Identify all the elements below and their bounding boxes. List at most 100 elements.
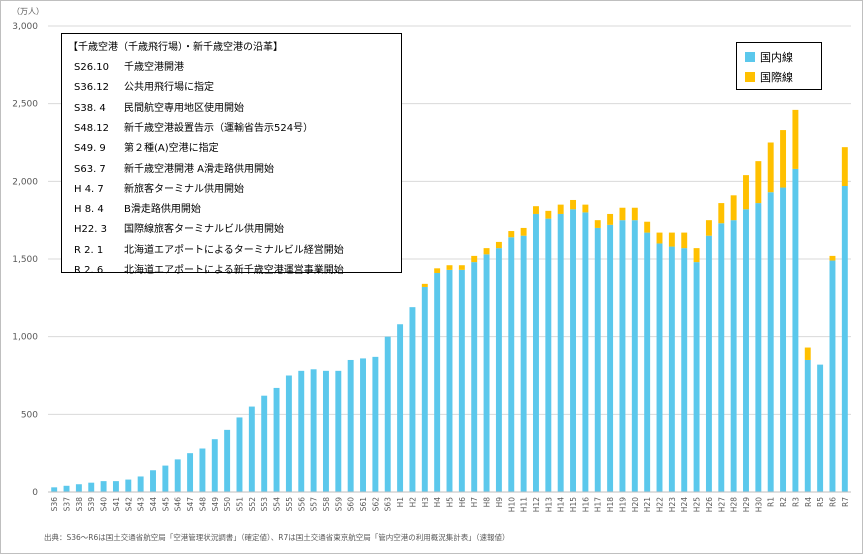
x-tick-label: S63 (384, 497, 393, 512)
history-text: 新千歳空港設置告示（運輸省告示524号） (124, 122, 314, 134)
x-tick-label: H9 (495, 497, 504, 508)
bar-domestic (347, 359, 354, 492)
history-item: R 2. 1 北海道エアポートによるターミナルビル経営開始 (74, 241, 344, 256)
bar-international (520, 227, 527, 236)
history-date: H 8. 4 (74, 204, 104, 216)
bar-domestic (421, 286, 428, 492)
bar-domestic (335, 370, 342, 492)
bar-domestic (594, 227, 601, 492)
x-tick-label: R3 (791, 497, 800, 507)
history-item: S26.10 千歳空港開港 (74, 58, 184, 73)
bar-domestic (174, 459, 181, 492)
bar-domestic (51, 487, 58, 492)
history-date: S63. 7 (74, 163, 106, 175)
x-tick-label: S62 (371, 497, 380, 512)
legend-swatch-domestic (745, 52, 755, 62)
bar-domestic (372, 356, 379, 492)
bar-international (471, 255, 478, 263)
bar-domestic (409, 307, 416, 492)
bar-international (718, 203, 725, 224)
x-tick-label: R1 (767, 497, 776, 507)
bar-domestic (656, 243, 663, 492)
x-tick-label: S59 (334, 497, 343, 512)
bar-domestic (322, 370, 329, 492)
bar-international (570, 199, 577, 210)
bar-international (631, 207, 638, 221)
bar-domestic (397, 324, 404, 492)
x-tick-label: S54 (273, 497, 282, 512)
history-title: 【千歳空港（千歳飛行場）・新千歳空港の沿革】 (68, 42, 283, 53)
bar-international (594, 220, 601, 228)
history-text: 千歳空港開港 (124, 62, 184, 73)
x-tick-label: H29 (742, 497, 751, 512)
bar-international (792, 109, 799, 169)
x-tick-label: S46 (174, 497, 183, 512)
x-tick-label: H18 (606, 497, 615, 512)
bar-international (421, 283, 428, 287)
bar-domestic (705, 235, 712, 492)
x-tick-label: R5 (816, 497, 825, 507)
x-tick-label: S37 (63, 497, 72, 512)
bar-domestic (495, 248, 502, 492)
x-tick-label: H1 (396, 497, 405, 508)
bar-international (767, 142, 774, 193)
y-tick-label: 2,000 (12, 177, 38, 187)
bar-international (681, 232, 688, 249)
bar-domestic (434, 272, 441, 492)
y-tick-label: 500 (21, 410, 38, 420)
legend-label-domestic: 国内線 (760, 51, 793, 64)
legend-item-domestic: 国内線 (745, 49, 793, 65)
history-text: 北海道エアポートによる新千歳空港運営事業開始 (124, 265, 344, 276)
bar-domestic (199, 448, 206, 492)
bar-international (755, 161, 762, 204)
bar-domestic (631, 220, 638, 492)
legend-swatch-international (745, 72, 755, 82)
history-text: 第２種(A)空港に指定 (124, 143, 219, 155)
x-tick-label: S51 (235, 497, 244, 512)
history-box: 【千歳空港（千歳飛行場）・新千歳空港の沿革】 S26.10 千歳空港開港 S36.1… (61, 33, 402, 276)
bar-international (446, 265, 453, 270)
x-tick-label: S47 (186, 497, 195, 512)
history-item: H22. 3 国際線旅客ターミナルビル供用開始 (74, 220, 284, 235)
x-tick-label: H20 (631, 497, 640, 512)
history-date: H22. 3 (74, 224, 107, 236)
legend-item-international: 国際線 (745, 69, 793, 85)
bar-domestic (829, 260, 836, 492)
bar-domestic (471, 262, 478, 492)
history-date: H 4. 7 (74, 183, 104, 195)
bar-domestic (792, 168, 799, 492)
bar-domestic (360, 358, 366, 492)
bar-domestic (483, 254, 490, 492)
y-tick-label: 2,500 (12, 100, 38, 110)
bar-domestic (508, 237, 515, 492)
x-tick-label: H25 (693, 497, 702, 512)
x-tick-label: S55 (285, 497, 294, 512)
bar-domestic (607, 224, 614, 492)
bar-domestic (693, 262, 700, 492)
bar-domestic (261, 395, 268, 492)
bar-international (743, 175, 749, 210)
x-tick-label: S36 (50, 497, 59, 512)
bar-domestic (310, 369, 317, 492)
bar-domestic (545, 218, 552, 492)
x-tick-label: H6 (458, 497, 467, 508)
history-date: R 2. 6 (74, 265, 104, 276)
y-tick-label: 3,000 (12, 22, 38, 32)
bar-domestic (63, 485, 70, 492)
x-tick-label: S38 (75, 497, 84, 512)
x-tick-label: H2 (408, 497, 417, 508)
bar-international (508, 231, 515, 238)
bar-international (607, 213, 614, 225)
bar-international (841, 147, 848, 186)
bar-international (545, 210, 552, 219)
bar-international (619, 207, 626, 221)
x-tick-label: H28 (730, 497, 739, 512)
bar-domestic (681, 248, 688, 492)
x-tick-label: H16 (581, 497, 590, 512)
x-tick-label: S60 (347, 497, 356, 512)
x-tick-label: H26 (705, 497, 714, 512)
bar-domestic (162, 465, 169, 492)
legend: 国内線 国際線 (736, 42, 822, 90)
bar-domestic (767, 192, 774, 492)
x-tick-label: H22 (656, 497, 665, 512)
